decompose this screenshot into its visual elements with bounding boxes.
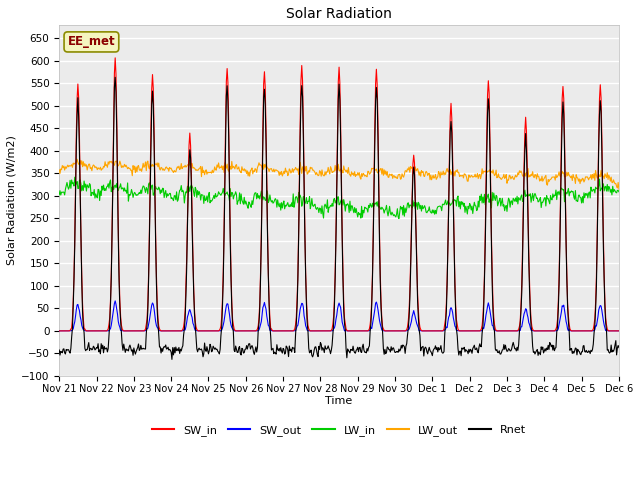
Y-axis label: Solar Radiation (W/m2): Solar Radiation (W/m2) xyxy=(7,135,17,265)
Text: EE_met: EE_met xyxy=(68,36,115,48)
Title: Solar Radiation: Solar Radiation xyxy=(286,7,392,21)
X-axis label: Time: Time xyxy=(326,396,353,406)
Legend: SW_in, SW_out, LW_in, LW_out, Rnet: SW_in, SW_out, LW_in, LW_out, Rnet xyxy=(147,421,531,441)
